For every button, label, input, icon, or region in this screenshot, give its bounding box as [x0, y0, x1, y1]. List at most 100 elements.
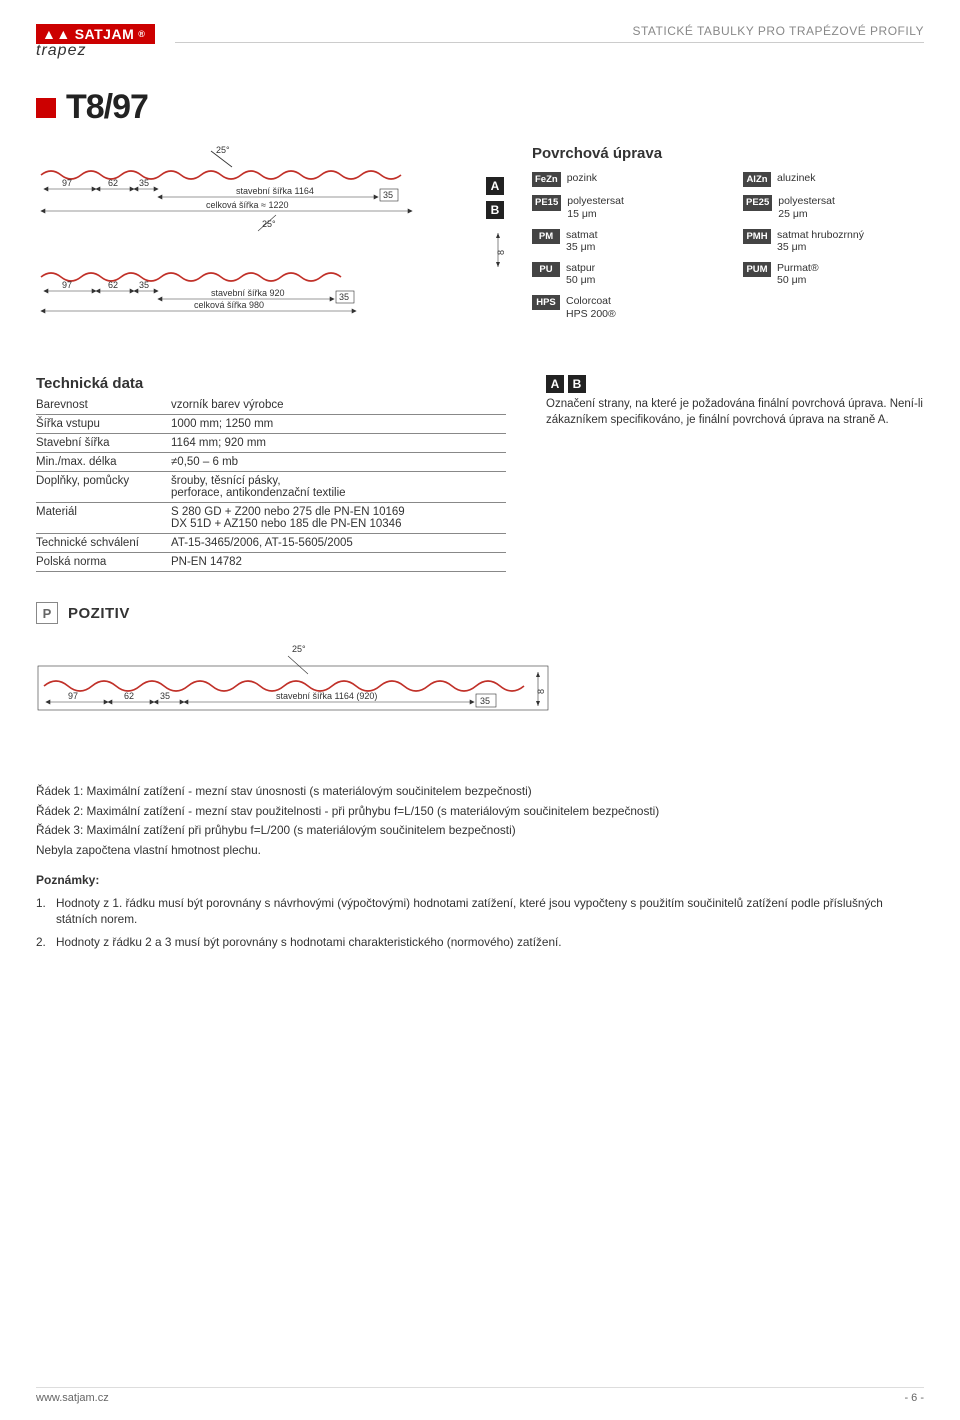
surface-item	[743, 295, 924, 320]
tech-value: PN-EN 14782	[171, 553, 506, 572]
surface-title: Povrchová úprava	[532, 145, 924, 162]
product-name: T8/97	[66, 88, 148, 127]
body-line: Řádek 1: Maximální zatížení - mezní stav…	[36, 783, 924, 800]
diagram-small: 97 62 35 stavební šířka 920 35 celková š…	[36, 255, 466, 335]
note-marker-a: A	[546, 375, 564, 393]
svg-text:35: 35	[160, 691, 170, 701]
body-text: Řádek 1: Maximální zatížení - mezní stav…	[36, 783, 924, 950]
surface-badge: PE15	[532, 195, 561, 210]
tech-key: Doplňky, pomůcky	[36, 472, 171, 503]
surface-item: HPS ColorcoatHPS 200®	[532, 295, 713, 320]
surface-badge: PE25	[743, 195, 772, 210]
surface-item: PMHsatmat hrubozrnný35 μm	[743, 229, 924, 254]
ab-note-text: Označení strany, na které je požadována …	[546, 397, 924, 428]
mid-section: Technická data Barevnostvzorník barev vý…	[36, 375, 924, 572]
tech-row: Doplňky, pomůckyšrouby, těsnící pásky,pe…	[36, 472, 506, 503]
tech-key: Barevnost	[36, 396, 171, 415]
surface-text: aluzinek	[777, 172, 816, 185]
svg-text:35: 35	[139, 178, 149, 188]
tech-key: Technické schválení	[36, 534, 171, 553]
svg-text:stavební šířka 1164: stavební šířka 1164	[236, 186, 314, 196]
surface-badge: PU	[532, 262, 560, 277]
tech-title: Technická data	[36, 375, 506, 392]
surface-text: Purmat®50 μm	[777, 262, 819, 287]
footer-url: www.satjam.cz	[36, 1392, 109, 1404]
note-item: 1.Hodnoty z 1. řádku musí být porovnány …	[36, 895, 924, 928]
page-title: STATICKÉ TABULKY PRO TRAPÉZOVÉ PROFILY	[175, 24, 924, 38]
svg-text:97: 97	[62, 280, 72, 290]
surface-item: PMsatmat35 μm	[532, 229, 713, 254]
tech-value: S 280 GD + Z200 nebo 275 dle PN-EN 10169…	[171, 503, 506, 534]
angle-label: 25°	[216, 145, 230, 155]
note-text: Hodnoty z řádku 2 a 3 musí být porovnány…	[56, 934, 562, 951]
tech-value: ≠0,50 – 6 mb	[171, 453, 506, 472]
body-line: Nebyla započtena vlastní hmotnost plechu…	[36, 842, 924, 859]
note-marker-b: B	[568, 375, 586, 393]
tech-key: Min./max. délka	[36, 453, 171, 472]
marker-a: A	[486, 177, 504, 195]
tech-row: Polská normaPN-EN 14782	[36, 553, 506, 572]
header-rule	[175, 42, 924, 43]
note-number: 1.	[36, 895, 50, 928]
tech-value: šrouby, těsnící pásky,perforace, antikon…	[171, 472, 506, 503]
product-title-row: T8/97	[36, 88, 924, 127]
diagram-large: 25° 97 62 35 stavební šířka 1164	[36, 145, 466, 241]
svg-text:35: 35	[139, 280, 149, 290]
svg-text:8: 8	[536, 689, 546, 694]
marker-b: B	[486, 201, 504, 219]
top-section: 25° 97 62 35 stavební šířka 1164	[36, 145, 924, 349]
brand-name: SATJAM	[75, 26, 135, 42]
note-number: 2.	[36, 934, 50, 951]
notes-title: Poznámky:	[36, 872, 924, 889]
surface-item: PU satpur50 μm	[532, 262, 713, 287]
body-line: Řádek 2: Maximální zatížení - mezní stav…	[36, 803, 924, 820]
tech-row: Technické schváleníAT-15-3465/2006, AT-1…	[36, 534, 506, 553]
notes-list: 1.Hodnoty z 1. řádku musí být porovnány …	[36, 895, 924, 951]
surface-item: AlZnaluzinek	[743, 172, 924, 187]
pozitiv-letter: P	[36, 602, 58, 624]
profile-diagrams: 25° 97 62 35 stavební šířka 1164	[36, 145, 466, 349]
red-square-icon	[36, 98, 56, 118]
page-header: ▲▲ SATJAM® trapez STATICKÉ TABULKY PRO T…	[36, 24, 924, 60]
surface-badge: HPS	[532, 295, 560, 310]
svg-text:97: 97	[68, 691, 78, 701]
svg-text:62: 62	[124, 691, 134, 701]
svg-text:35: 35	[480, 696, 490, 706]
surface-text: ColorcoatHPS 200®	[566, 295, 616, 320]
pozitiv-diagram: 25° 97 62 35 stavební šířka 1164 (920) 3…	[36, 640, 924, 743]
surface-finish: Povrchová úprava FeZnpozinkAlZnaluzinekP…	[532, 145, 924, 349]
tech-value: 1000 mm; 1250 mm	[171, 415, 506, 434]
surface-item: PE15polyestersat15 μm	[532, 195, 713, 220]
surface-badge: PMH	[743, 229, 771, 244]
satjam-logo: ▲▲ SATJAM®	[36, 24, 155, 44]
tech-data: Technická data Barevnostvzorník barev vý…	[36, 375, 506, 572]
tech-value: AT-15-3465/2006, AT-15-5605/2005	[171, 534, 506, 553]
svg-text:25°: 25°	[262, 219, 276, 229]
brand-logo: ▲▲ SATJAM® trapez	[36, 24, 155, 60]
tech-table: Barevnostvzorník barev výrobceŠířka vstu…	[36, 396, 506, 572]
tech-row: MateriálS 280 GD + Z200 nebo 275 dle PN-…	[36, 503, 506, 534]
svg-text:celková šířka 980: celková šířka 980	[194, 300, 264, 310]
note-text: Hodnoty z 1. řádku musí být porovnány s …	[56, 895, 924, 928]
svg-text:35: 35	[339, 292, 349, 302]
surface-text: polyestersat25 μm	[778, 195, 835, 220]
tech-row: Šířka vstupu1000 mm; 1250 mm	[36, 415, 506, 434]
svg-text:celková šířka ≈ 1220: celková šířka ≈ 1220	[206, 200, 288, 210]
page-footer: www.satjam.cz - 6 -	[36, 1387, 924, 1404]
ab-markers: A B 8	[486, 177, 512, 349]
tech-row: Barevnostvzorník barev výrobce	[36, 396, 506, 415]
tech-value: 1164 mm; 920 mm	[171, 434, 506, 453]
surface-text: satpur50 μm	[566, 262, 595, 287]
svg-text:62: 62	[108, 178, 118, 188]
logo-mark-icon: ▲▲	[42, 26, 71, 42]
surface-badge: FeZn	[532, 172, 561, 187]
tech-row: Stavební šířka1164 mm; 920 mm	[36, 434, 506, 453]
surface-item: PE25 polyestersat25 μm	[743, 195, 924, 220]
surface-item: PUM Purmat®50 μm	[743, 262, 924, 287]
svg-text:stavební šířka 1164 (920): stavební šířka 1164 (920)	[276, 691, 377, 701]
pozitiv-title: POZITIV	[68, 605, 130, 622]
svg-text:35: 35	[383, 190, 393, 200]
surface-badge: PUM	[743, 262, 771, 277]
brand-subtitle: trapez	[36, 42, 155, 60]
tech-key: Šířka vstupu	[36, 415, 171, 434]
